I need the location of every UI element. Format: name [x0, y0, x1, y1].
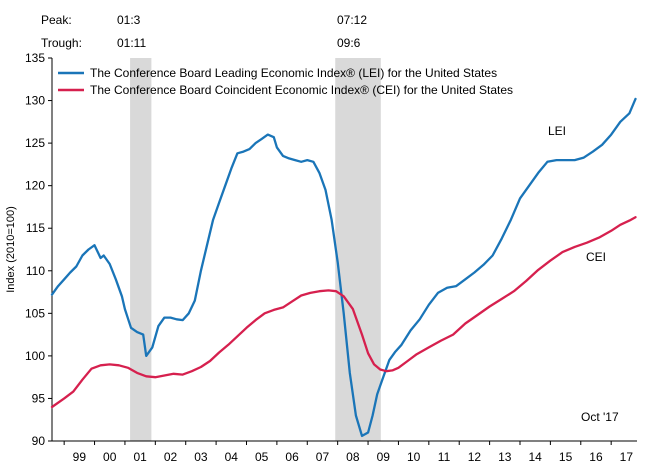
lei-series-line — [50, 97, 637, 438]
x-tick-label: 05 — [255, 450, 269, 464]
y-tick-label: 90 — [32, 434, 46, 448]
recession-1-trough: 01:11 — [117, 36, 147, 50]
y-tick-label: 115 — [26, 221, 45, 235]
x-tick-label: 06 — [285, 450, 299, 464]
y-tick-label: 135 — [25, 51, 45, 65]
x-tick-label: 14 — [529, 450, 543, 464]
x-tick-label: 09 — [377, 450, 391, 464]
cei-series-label: CEI — [586, 250, 606, 264]
peak-label: Peak: — [41, 13, 72, 27]
y-tick-label: 125 — [25, 136, 45, 150]
date-annotation: Oct '17 — [581, 410, 619, 424]
x-tick-label: 10 — [407, 450, 421, 464]
x-tick-label: 99 — [73, 450, 87, 464]
x-tick-label: 04 — [225, 450, 239, 464]
x-tick-label: 17 — [620, 450, 634, 464]
x-tick-label: 11 — [438, 450, 451, 464]
cei-series-line — [50, 216, 637, 409]
x-tick-label: 12 — [468, 450, 482, 464]
x-tick-label: 08 — [346, 450, 360, 464]
y-tick-label: 130 — [25, 94, 45, 108]
x-tick-label: 15 — [559, 450, 573, 464]
recession-2-peak: 07:12 — [337, 13, 368, 27]
x-tick-label: 16 — [589, 450, 603, 464]
y-tick-label: 100 — [25, 349, 45, 363]
y-tick-label: 95 — [32, 391, 46, 405]
recession-band-1 — [130, 58, 152, 441]
recession-band-2 — [335, 58, 381, 441]
x-tick-label: 01 — [133, 450, 147, 464]
x-tick-label: 03 — [194, 450, 208, 464]
y-tick-label: 120 — [25, 179, 45, 193]
lei-series-label: LEI — [548, 124, 566, 138]
x-tick-label: 00 — [103, 450, 117, 464]
x-tick-label: 07 — [316, 450, 330, 464]
y-tick-label: 110 — [26, 264, 45, 278]
recession-2-trough: 09:6 — [337, 36, 361, 50]
trough-label: Trough: — [41, 36, 82, 50]
x-tick-label: 13 — [498, 450, 512, 464]
y-axis-label: Index (2010=100) — [5, 206, 17, 293]
legend-label-cei: The Conference Board Coincident Economic… — [90, 83, 513, 97]
legend-label-lei: The Conference Board Leading Economic In… — [90, 66, 497, 80]
x-tick-label: 02 — [164, 450, 178, 464]
recession-1-peak: 01:3 — [117, 13, 141, 27]
y-tick-label: 105 — [25, 306, 45, 320]
